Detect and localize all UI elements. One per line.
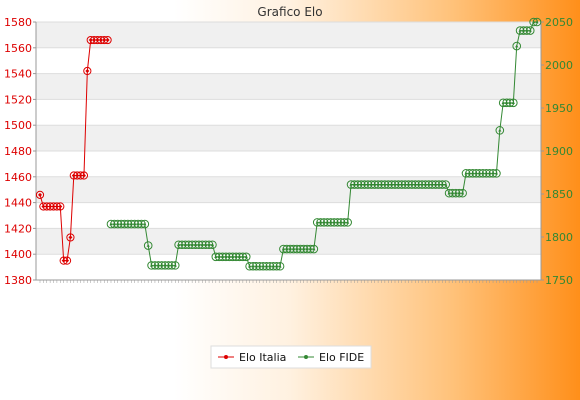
- point-elo-italia: [79, 171, 89, 180]
- grid-band: [36, 73, 541, 100]
- left-tick-label: 1480: [4, 145, 32, 158]
- left-tick-label: 1500: [4, 119, 32, 132]
- point-marker-elo-italia: [85, 69, 90, 74]
- point-marker-elo-fide: [528, 29, 532, 32]
- point-marker-elo-fide: [511, 101, 515, 105]
- point-marker-elo-fide: [498, 128, 502, 132]
- point-elo-fide: [140, 219, 150, 229]
- point-elo-fide: [512, 41, 522, 51]
- right-tick-label: 1950: [545, 102, 573, 115]
- left-tick-label: 1460: [4, 171, 32, 184]
- point-marker-elo-fide: [244, 255, 248, 258]
- point-elo-italia: [56, 202, 65, 211]
- right-tick-label: 1800: [545, 231, 573, 244]
- point-marker-elo-fide: [346, 220, 350, 224]
- point-elo-fide: [143, 241, 153, 250]
- point-marker-elo-italia: [58, 204, 63, 209]
- point-marker-elo-fide: [210, 243, 215, 246]
- point-elo-fide: [495, 126, 505, 135]
- point-elo-fide: [309, 244, 319, 254]
- left-tick-label: 1580: [4, 16, 32, 29]
- left-tick-label: 1540: [4, 68, 32, 81]
- point-elo-fide: [458, 188, 467, 198]
- point-elo-italia: [103, 35, 112, 45]
- point-elo-italia: [83, 66, 92, 76]
- grid-band: [36, 22, 541, 48]
- point-marker-elo-fide: [494, 171, 499, 175]
- point-marker-elo-fide: [515, 44, 519, 48]
- legend: Elo Italia Elo FIDE: [210, 345, 372, 369]
- point-marker-elo-italia: [81, 173, 86, 178]
- point-elo-italia: [35, 190, 45, 199]
- point-elo-fide: [532, 17, 542, 27]
- right-tick-label: 2000: [545, 59, 573, 72]
- point-marker-elo-fide: [143, 222, 147, 226]
- point-marker-elo-italia: [105, 38, 110, 43]
- point-marker-elo-italia: [65, 258, 70, 263]
- point-marker-elo-fide: [535, 20, 539, 24]
- point-elo-fide: [509, 98, 518, 108]
- point-elo-italia: [62, 256, 72, 265]
- point-marker-elo-fide: [312, 247, 316, 251]
- point-elo-italia: [66, 233, 75, 242]
- left-tick-label: 1400: [4, 248, 32, 261]
- legend-box: [210, 345, 372, 369]
- right-tick-label: 2050: [545, 16, 573, 29]
- left-tick-label: 1520: [4, 93, 32, 106]
- point-elo-fide: [170, 261, 180, 270]
- right-tick-label: 1750: [545, 274, 573, 287]
- point-marker-elo-fide: [173, 263, 177, 267]
- legend-swatch-marker: [224, 355, 228, 359]
- right-tick-label: 1850: [545, 188, 573, 201]
- point-elo-fide: [241, 252, 251, 262]
- grid-band: [36, 228, 541, 255]
- point-marker-elo-fide: [444, 182, 448, 186]
- point-elo-fide: [208, 240, 217, 250]
- legend-label: Elo FIDE: [319, 351, 364, 364]
- point-elo-fide: [525, 26, 535, 35]
- point-marker-elo-fide: [146, 244, 150, 247]
- legend-label: Elo Italia: [239, 351, 286, 364]
- point-elo-fide: [343, 218, 352, 227]
- chart-title: Grafico Elo: [257, 5, 322, 19]
- point-elo-fide: [441, 180, 451, 189]
- point-elo-fide: [492, 169, 501, 178]
- point-marker-elo-italia: [38, 192, 42, 197]
- point-marker-elo-fide: [461, 191, 465, 195]
- left-tick-label: 1560: [4, 42, 32, 55]
- left-tick-label: 1380: [4, 274, 32, 287]
- point-elo-fide: [275, 261, 285, 271]
- point-marker-elo-fide: [278, 264, 282, 268]
- left-tick-label: 1440: [4, 197, 32, 210]
- left-tick-label: 1420: [4, 222, 32, 235]
- right-tick-label: 1900: [545, 145, 573, 158]
- legend-swatch-marker: [304, 355, 308, 359]
- point-marker-elo-italia: [68, 235, 73, 240]
- grid-band: [36, 125, 541, 151]
